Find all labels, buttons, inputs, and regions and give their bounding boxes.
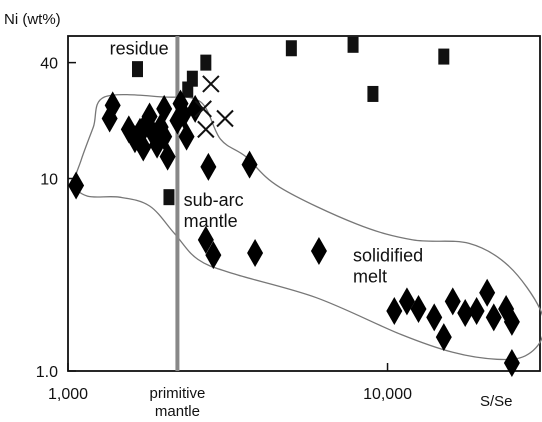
reference-line-label-line-1: mantle [155, 403, 200, 420]
diamond-point-34 [485, 303, 502, 332]
annotation-2-line-0: solidified [353, 246, 423, 266]
diamond-point-31 [457, 299, 474, 328]
x-axis-label: S/Se [480, 393, 513, 410]
annotation-1-line-0: sub-arc [184, 190, 244, 210]
chart-labels: residue sub-arc mantle solidified melt [110, 39, 423, 287]
diamond-point-37 [435, 323, 452, 352]
primitive-mantle-line: primitive mantle [149, 36, 205, 420]
x-point-0 [202, 75, 220, 93]
diamond-point-38 [503, 349, 520, 378]
x-tick-label-0: 1,000 [48, 386, 88, 403]
diamond-point-36 [503, 307, 520, 336]
x-point-stroke-b [202, 75, 220, 93]
diamond-point-20 [200, 152, 217, 181]
square-point-4 [285, 40, 297, 57]
x-point-2 [216, 109, 234, 128]
x-tick-label-1: 10,000 [363, 386, 412, 403]
y-axis-label: Ni (wt%) [4, 11, 61, 28]
y-tick-label-2: 40 [40, 56, 58, 73]
diamond-point-33 [479, 278, 496, 307]
diamond-point-17 [178, 122, 195, 151]
annotation-1: sub-arc mantle [184, 190, 244, 231]
square-point-5 [347, 36, 359, 53]
x-point-stroke-b [194, 100, 212, 118]
diamond-point-29 [426, 303, 443, 332]
diamond-point-25 [310, 237, 327, 266]
diamond-point-22 [197, 225, 214, 254]
plot-frame [67, 35, 541, 372]
x-point-stroke-b [197, 120, 215, 139]
field-outlines [73, 93, 542, 361]
annotation-0: residue [110, 39, 169, 59]
diamond-point-32 [468, 296, 485, 325]
diamond-point-23 [205, 241, 222, 270]
annotation-0-line-0: residue [110, 39, 169, 59]
diamond-point-2 [104, 91, 121, 120]
square-point-2 [182, 81, 194, 98]
diamond-point-6 [135, 133, 152, 162]
annotation-2-line-1: melt [353, 267, 387, 287]
diamond-point-24 [247, 239, 264, 268]
x-point-1 [194, 100, 212, 118]
diamond-point-14 [156, 94, 173, 123]
square-point-1 [186, 70, 198, 87]
annotation-2: solidified melt [353, 246, 423, 287]
diamond-point-30 [444, 287, 461, 316]
diamond-point-26 [386, 296, 403, 325]
diamond-point-19 [187, 94, 204, 123]
x-point-stroke-b [216, 109, 234, 128]
annotation-1-line-1: mantle [184, 211, 238, 231]
axes: 1.0 10 40 1,000 10,000 Ni (wt%) S/Se [4, 11, 541, 410]
reference-line-label-line-0: primitive [149, 385, 205, 402]
diamond-point-28 [410, 294, 427, 323]
y-tick-label-1: 10 [40, 172, 58, 189]
reference-line-label: primitive mantle [149, 385, 205, 420]
diamond-point-0 [68, 171, 85, 200]
residue-field [73, 93, 542, 361]
y-tick-label-0: 1.0 [36, 364, 58, 381]
diamond-point-21 [241, 150, 258, 179]
square-point-0 [131, 61, 143, 78]
square-point-6 [438, 48, 450, 65]
square-point-3 [200, 54, 212, 71]
x-point-3 [197, 120, 215, 139]
diamond-point-13 [159, 142, 176, 171]
square-point-8 [163, 189, 175, 206]
square-point-7 [367, 85, 379, 102]
data-points [68, 36, 520, 378]
diamond-point-18 [175, 100, 192, 129]
